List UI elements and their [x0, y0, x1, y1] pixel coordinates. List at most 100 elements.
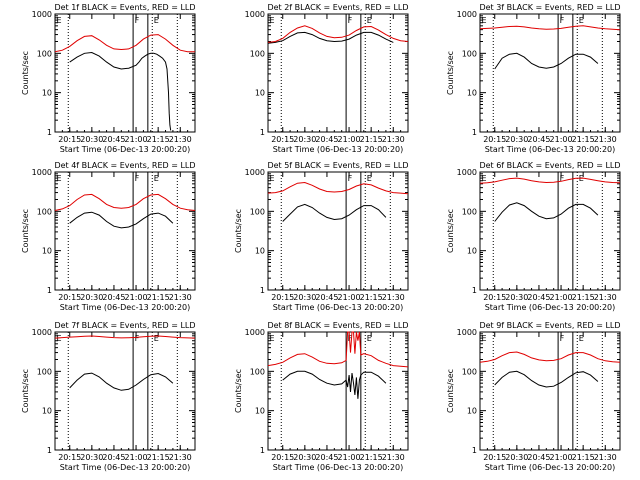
lld-series-line [267, 25, 409, 43]
x-tick-label: 20:45 [527, 453, 550, 462]
x-tick-label: 21:15 [360, 453, 383, 462]
y-tick-label: 100 [462, 367, 477, 376]
region-label: F [135, 334, 140, 343]
region-label: E [579, 334, 584, 343]
region-label: F [348, 334, 353, 343]
y-tick-label: 1 [472, 286, 477, 295]
y-axis-label: Counts/sec [446, 51, 455, 95]
y-tick-label: 100 [462, 49, 477, 58]
chart-title: Det 1f BLACK = Events, RED = LLD [54, 3, 195, 12]
x-tick-label: 20:15 [483, 293, 506, 302]
y-tick-label: 1000 [245, 328, 265, 337]
x-tick-label: 21:00 [550, 453, 573, 462]
x-axis-label: Start Time (06-Dec-13 20:00:20) [273, 303, 404, 312]
chart-title: Det 4f BLACK = Events, RED = LLD [54, 161, 195, 170]
events-series-line [282, 203, 387, 222]
region-label: E [367, 334, 372, 343]
region-label: F [560, 16, 565, 25]
x-axis-label: Start Time (06-Dec-13 20:00:20) [60, 303, 191, 312]
x-tick-label: 20:15 [271, 135, 294, 144]
chart-panel: Det 5f BLACK = Events, RED = LLD 1 10 100 10… [234, 161, 409, 312]
x-tick-label: 21:00 [338, 453, 361, 462]
events-series-line [69, 211, 174, 229]
events-series-line [494, 370, 599, 388]
x-tick-label: 21:15 [147, 453, 170, 462]
region-label: E [481, 16, 486, 25]
y-tick-label: 10 [467, 407, 477, 416]
x-axis-label: Start Time (06-Dec-13 20:00:20) [273, 463, 404, 472]
region-label: E [154, 334, 159, 343]
x-tick-label: 21:15 [572, 293, 595, 302]
x-tick-label: 20:15 [483, 453, 506, 462]
region-label: E [367, 16, 372, 25]
y-tick-label: 1 [47, 286, 52, 295]
region-label: F [560, 334, 565, 343]
x-tick-label: 21:30 [594, 453, 617, 462]
x-tick-label: 21:00 [338, 293, 361, 302]
y-tick-label: 100 [37, 367, 52, 376]
y-tick-label: 100 [37, 207, 52, 216]
chart-panel: Det 7f BLACK = Events, RED = LLD 1 10 100 10… [21, 321, 196, 472]
lld-series-line [479, 351, 621, 363]
region-label: E [154, 16, 159, 25]
y-tick-label: 100 [250, 49, 265, 58]
x-tick-label: 20:15 [58, 135, 81, 144]
lld-series-line [267, 331, 409, 368]
x-tick-label: 21:30 [169, 293, 192, 302]
chart-panel: Det 3f BLACK = Events, RED = LLD 1 10 100 10… [446, 3, 621, 154]
x-axis-label: Start Time (06-Dec-13 20:00:20) [273, 145, 404, 154]
chart-panel: Det 6f BLACK = Events, RED = LLD 1 10 100 10… [446, 161, 621, 312]
y-tick-label: 1 [472, 446, 477, 455]
x-tick-label: 21:30 [382, 453, 405, 462]
x-tick-label: 20:30 [293, 135, 316, 144]
chart-title: Det 9f BLACK = Events, RED = LLD [479, 321, 620, 330]
plot-frame [479, 331, 621, 451]
region-label: E [56, 174, 61, 183]
lld-series-line [479, 25, 621, 31]
region-label: E [481, 334, 486, 343]
x-tick-label: 21:15 [572, 453, 595, 462]
plot-frame [267, 171, 409, 291]
chart-title: Det 7f BLACK = Events, RED = LLD [54, 321, 195, 330]
x-tick-label: 20:45 [527, 135, 550, 144]
x-axis-label: Start Time (06-Dec-13 20:00:20) [60, 145, 191, 154]
lld-series-line [54, 34, 195, 53]
events-series-line [494, 52, 599, 70]
y-tick-label: 1000 [32, 328, 52, 337]
region-label: F [348, 16, 353, 25]
chart-panel: Det 1f BLACK = Events, RED = LLD 1 10 100 10… [21, 3, 196, 154]
events-series-line [282, 370, 387, 399]
x-tick-label: 20:30 [505, 135, 528, 144]
plot-frame [479, 171, 621, 291]
x-tick-label: 21:15 [572, 135, 595, 144]
x-tick-label: 21:15 [147, 135, 170, 144]
x-tick-label: 21:30 [169, 135, 192, 144]
plot-frame [267, 331, 409, 451]
region-label: E [269, 334, 274, 343]
x-tick-label: 20:45 [315, 293, 338, 302]
region-label: F [135, 174, 140, 183]
x-tick-label: 21:30 [169, 453, 192, 462]
y-tick-label: 1 [472, 128, 477, 137]
plot-frame [479, 13, 621, 133]
x-tick-label: 21:30 [382, 135, 405, 144]
x-tick-label: 20:45 [102, 453, 125, 462]
x-tick-label: 21:30 [594, 293, 617, 302]
x-tick-label: 21:00 [125, 453, 148, 462]
y-tick-label: 1000 [245, 168, 265, 177]
lld-series-line [54, 193, 196, 211]
y-axis-label: Counts/sec [446, 369, 455, 413]
region-label: E [154, 174, 159, 183]
chart-title: Det 3f BLACK = Events, RED = LLD [479, 3, 620, 12]
y-tick-label: 10 [255, 247, 265, 256]
x-tick-label: 21:30 [382, 293, 405, 302]
x-tick-label: 21:15 [360, 293, 383, 302]
lld-series-line [267, 181, 409, 195]
x-axis-label: Start Time (06-Dec-13 20:00:20) [485, 463, 616, 472]
chart-title: Det 8f BLACK = Events, RED = LLD [267, 321, 408, 330]
y-tick-label: 1 [260, 446, 265, 455]
plot-frame [54, 171, 196, 291]
region-label: E [269, 174, 274, 183]
y-tick-label: 1000 [457, 328, 477, 337]
